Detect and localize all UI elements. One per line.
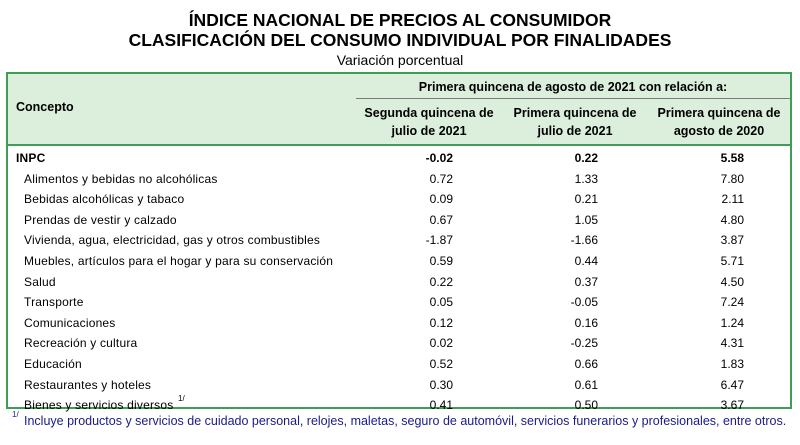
row-value-col-3: 7.80	[720, 171, 744, 186]
row-value-col-1: 0.22	[429, 274, 453, 289]
footnote-mark: 1/	[12, 410, 19, 419]
title-line-2: CLASIFICACIÓN DEL CONSUMO INDIVIDUAL POR…	[128, 30, 672, 50]
table-row: Muebles, artículos para el hogar y para …	[8, 251, 790, 271]
row-label: Muebles, artículos para el hogar y para …	[24, 254, 334, 268]
row-value-col-3: 2.11	[721, 192, 744, 207]
row-value-col-2: -0.05	[570, 295, 598, 310]
row-value-col-1: 0.12	[429, 315, 453, 330]
table-row: Alimentos y bebidas no alcohólicas 0.72 1.…	[8, 169, 790, 189]
row-value-col-1: 0.41	[429, 398, 453, 413]
row-value-col-2: 0.16	[574, 315, 598, 330]
row-value-col-3: 1.24	[720, 315, 744, 330]
column-header-2-line-1: Primera quincena de	[513, 106, 637, 120]
row-label: Salud	[24, 274, 56, 289]
table-row: Restaurantes y hoteles 0.30 0.61 6.47	[8, 375, 790, 395]
row-value-col-1: -0.02	[425, 151, 453, 165]
row-label: Bebidas alcohólicas y tabaco	[24, 192, 185, 207]
table-row: Comunicaciones 0.12 0.16 1.24	[8, 313, 790, 333]
row-value-col-1: 0.05	[429, 295, 453, 310]
table-row: Transporte 0.05 -0.05 7.24	[8, 292, 790, 312]
group-header-divider	[356, 98, 790, 99]
row-value-col-2: 0.21	[574, 192, 598, 207]
row-value-col-3: 5.71	[720, 254, 744, 268]
row-value-col-2: 0.44	[574, 254, 598, 268]
row-value-col-2: 0.66	[574, 357, 598, 371]
row-value-col-2: 1.05	[574, 212, 598, 227]
row-label: Recreación y cultura	[24, 336, 138, 351]
row-value-col-1: 0.72	[429, 171, 453, 186]
column-header-3: Primera quincena de agosto de 2020	[648, 104, 790, 140]
column-header-1: Segunda quincena de julio de 2021	[356, 104, 502, 140]
table-row: Bienes y servicios diversos 1/0.41 0.50 3.6…	[8, 394, 790, 415]
row-label: Transporte	[24, 295, 84, 310]
row-value-col-2: 1.33	[574, 171, 598, 186]
row-value-col-3: 3.87	[720, 233, 744, 248]
row-value-col-3: 6.47	[720, 377, 744, 392]
row-value-col-2: -1.66	[570, 233, 598, 248]
subtitle: Variación porcentual	[336, 52, 464, 68]
title-line-1: ÍNDICE NACIONAL DE PRECIOS AL CONSUMIDOR	[188, 10, 612, 30]
row-value-col-3: 4.80	[720, 212, 744, 227]
column-header-1-line-2: julio de 2021	[391, 124, 467, 138]
row-value-col-3: 3.67	[720, 398, 744, 413]
table-row: Recreación y cultura 0.02 -0.25 4.31	[8, 333, 790, 353]
row-label: Alimentos y bebidas no alcohólicas	[24, 171, 218, 186]
table-row: Bebidas alcohólicas y tabaco 0.09 0.21 2.11	[8, 189, 790, 209]
row-value-col-3: 5.58	[720, 151, 744, 165]
header-separator	[8, 144, 790, 146]
row-value-col-3: 7.24	[720, 295, 744, 310]
row-label: Prendas de vestir y calzado	[24, 212, 177, 227]
row-label: INPC	[16, 151, 46, 165]
table-row: Educación 0.52 0.66 1.83	[8, 354, 790, 374]
row-footnote-mark: 1/	[178, 394, 185, 404]
row-value-col-1: 0.59	[429, 254, 453, 268]
column-header-2-line-2: julio de 2021	[537, 124, 613, 138]
table-header: Concepto Primera quincena de agosto de 2…	[8, 74, 790, 144]
row-label: Vivienda, agua, electricidad, gas y otro…	[24, 233, 321, 248]
row-value-col-2: -0.25	[570, 336, 598, 351]
group-header: Primera quincena de agosto de 2021 con r…	[418, 80, 728, 94]
row-value-col-2: 0.50	[574, 398, 598, 413]
column-header-3-line-2: agosto de 2020	[673, 124, 765, 138]
row-value-col-3: 1.83	[720, 357, 744, 371]
table-row: Prendas de vestir y calzado 0.67 1.05 4.80	[8, 210, 790, 230]
row-value-col-3: 4.50	[720, 274, 744, 289]
footnote-text: Incluye productos y servicios de cuidado…	[24, 414, 787, 428]
row-label: Bienes y servicios diversos	[24, 398, 174, 413]
column-header-1-line-1: Segunda quincena de	[364, 106, 494, 120]
row-value-col-2: 0.37	[574, 274, 598, 289]
row-value-col-2: 0.61	[574, 377, 598, 392]
table-row: Salud 0.22 0.37 4.50	[8, 272, 790, 292]
row-value-col-2: 0.22	[574, 151, 598, 165]
row-value-col-1: -1.87	[425, 233, 453, 248]
row-value-col-1: 0.30	[429, 377, 453, 392]
concept-header: Concepto	[16, 100, 74, 114]
row-value-col-1: 0.09	[429, 192, 453, 207]
row-value-col-1: 0.02	[429, 336, 453, 351]
row-label: Comunicaciones	[24, 315, 116, 330]
row-label: Educación	[24, 357, 82, 371]
row-value-col-1: 0.67	[429, 212, 453, 227]
table-row: Vivienda, agua, electricidad, gas y otro…	[8, 230, 790, 250]
column-header-3-line-1: Primera quincena de	[657, 106, 781, 120]
table-row: INPC -0.02 0.22 5.58	[8, 148, 790, 168]
row-value-col-1: 0.52	[429, 357, 453, 371]
column-header-2: Primera quincena de julio de 2021	[502, 104, 648, 140]
inflation-table: Concepto Primera quincena de agosto de 2…	[6, 72, 792, 412]
row-label: Restaurantes y hoteles	[24, 377, 152, 392]
row-value-col-3: 4.31	[720, 336, 744, 351]
